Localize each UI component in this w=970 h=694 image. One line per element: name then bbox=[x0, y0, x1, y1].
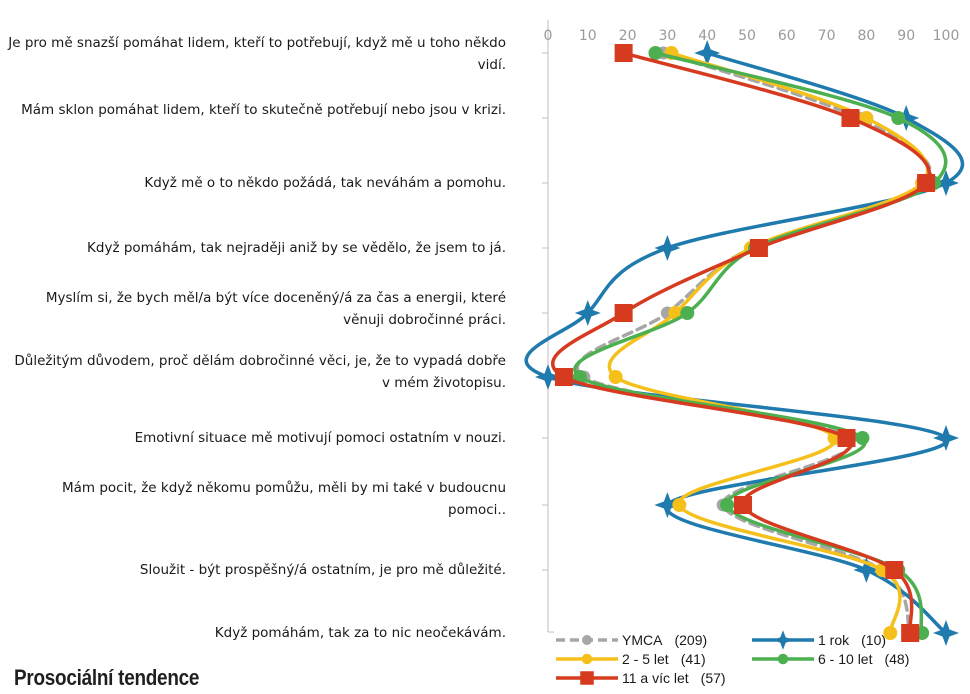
data-point bbox=[720, 498, 735, 512]
data-point bbox=[883, 626, 898, 640]
x-tick-label: 20 bbox=[619, 28, 637, 44]
data-point bbox=[672, 498, 687, 512]
axis-group: 0 10 20 30 40 50 60 70 80 90 100 bbox=[542, 20, 960, 633]
x-tick-label: 80 bbox=[857, 28, 875, 44]
legend-label: 6 - 10 let (48) bbox=[818, 651, 909, 667]
legend-label: YMCA (209) bbox=[622, 632, 707, 648]
page-title: Prosociální tendence bbox=[14, 665, 200, 690]
data-point bbox=[893, 105, 920, 131]
legend-item: 1 rok (10) bbox=[752, 630, 886, 650]
category-label: Myslím si, že bych měl/a být více doceně… bbox=[45, 290, 506, 328]
x-tick-label: 50 bbox=[738, 28, 756, 44]
data-point bbox=[574, 300, 601, 326]
data-point bbox=[749, 239, 768, 257]
legend-series-count: (41) bbox=[681, 651, 706, 667]
x-tick-label: 40 bbox=[698, 28, 716, 44]
data-point bbox=[901, 624, 920, 642]
legend-series-name: 1 rok bbox=[818, 632, 850, 648]
x-tick-label: 60 bbox=[778, 28, 796, 44]
series-3 bbox=[607, 46, 930, 640]
data-point bbox=[614, 304, 633, 322]
series-line bbox=[607, 51, 930, 635]
legend-item: YMCA (209) bbox=[556, 632, 707, 648]
legend-series-count: (10) bbox=[861, 632, 886, 648]
category-label: Když pomáhám, tak nejraději aniž by se v… bbox=[87, 240, 506, 256]
data-point bbox=[855, 431, 870, 445]
data-point bbox=[680, 306, 695, 320]
data-point bbox=[654, 492, 681, 518]
x-tick-label: 100 bbox=[933, 28, 960, 44]
data-point bbox=[853, 557, 880, 583]
data-point bbox=[734, 496, 753, 514]
legend-swatch-marker bbox=[582, 635, 592, 645]
category-label: Když pomáhám, tak za to nic neočekávám. bbox=[214, 625, 506, 641]
category-label: Sloužit - být prospěšný/á ostatním, je p… bbox=[139, 562, 506, 578]
legend-swatch-marker bbox=[777, 653, 789, 665]
data-point bbox=[933, 170, 959, 196]
legend-label: 2 - 5 let (41) bbox=[622, 651, 706, 667]
x-tick-label: 30 bbox=[658, 28, 676, 44]
category-label: Emotivní situace mě motivují pomoci osta… bbox=[134, 430, 506, 446]
series-line bbox=[524, 51, 964, 635]
legend-swatch-marker bbox=[773, 630, 793, 650]
data-point bbox=[648, 46, 663, 60]
data-point bbox=[654, 235, 681, 261]
x-tick-label: 90 bbox=[897, 28, 915, 44]
data-point bbox=[891, 111, 906, 125]
data-point bbox=[554, 368, 573, 386]
data-point bbox=[608, 370, 623, 384]
legend-series-name: YMCA bbox=[622, 632, 663, 648]
x-tick-label: 70 bbox=[818, 28, 836, 44]
legend-series-name: 2 - 5 let bbox=[622, 651, 669, 667]
legend-item: 2 - 5 let (41) bbox=[556, 651, 706, 667]
legend: YMCA (209) 1 rok (10) 2 - 5 let (41) 6 - 10 le… bbox=[556, 630, 909, 686]
legend-swatch-marker bbox=[580, 671, 594, 685]
data-point bbox=[933, 620, 959, 646]
legend-series-count: (48) bbox=[884, 651, 909, 667]
data-point bbox=[837, 429, 856, 447]
legend-label: 11 a víc let (57) bbox=[622, 670, 726, 686]
category-label: Mám sklon pomáhat lidem, kteří to skuteč… bbox=[21, 102, 506, 118]
category-label: Je pro mě snazší pomáhat lidem, kteří to… bbox=[8, 35, 506, 73]
data-point bbox=[535, 364, 561, 390]
legend-item: 6 - 10 let (48) bbox=[752, 651, 909, 667]
data-point bbox=[694, 40, 721, 66]
series-line bbox=[573, 51, 948, 635]
data-point bbox=[917, 174, 936, 192]
category-label: Mám pocit, že když někomu pomůžu, měli b… bbox=[61, 480, 506, 518]
data-point bbox=[859, 111, 874, 125]
legend-series-name: 11 a víc let bbox=[622, 670, 689, 686]
series-2 bbox=[524, 40, 964, 646]
data-point bbox=[841, 109, 860, 127]
data-point bbox=[614, 44, 633, 62]
series-line bbox=[551, 51, 932, 635]
category-label: Když mě o to někdo požádá, tak neváhám a… bbox=[144, 175, 506, 191]
category-label: Důležitým důvodem, proč dělám dobročinné… bbox=[14, 353, 506, 391]
legend-series-name: 6 - 10 let bbox=[818, 651, 873, 667]
series-5 bbox=[551, 44, 936, 642]
data-point bbox=[933, 425, 959, 451]
legend-label: 1 rok (10) bbox=[818, 632, 886, 648]
legend-swatch-marker bbox=[581, 653, 593, 665]
x-tick-label: 10 bbox=[579, 28, 597, 44]
legend-item: 11 a víc let (57) bbox=[556, 670, 726, 686]
data-point bbox=[885, 561, 904, 579]
x-tick-label: 0 bbox=[544, 28, 553, 44]
legend-series-count: (209) bbox=[674, 632, 707, 648]
legend-series-count: (57) bbox=[701, 670, 726, 686]
